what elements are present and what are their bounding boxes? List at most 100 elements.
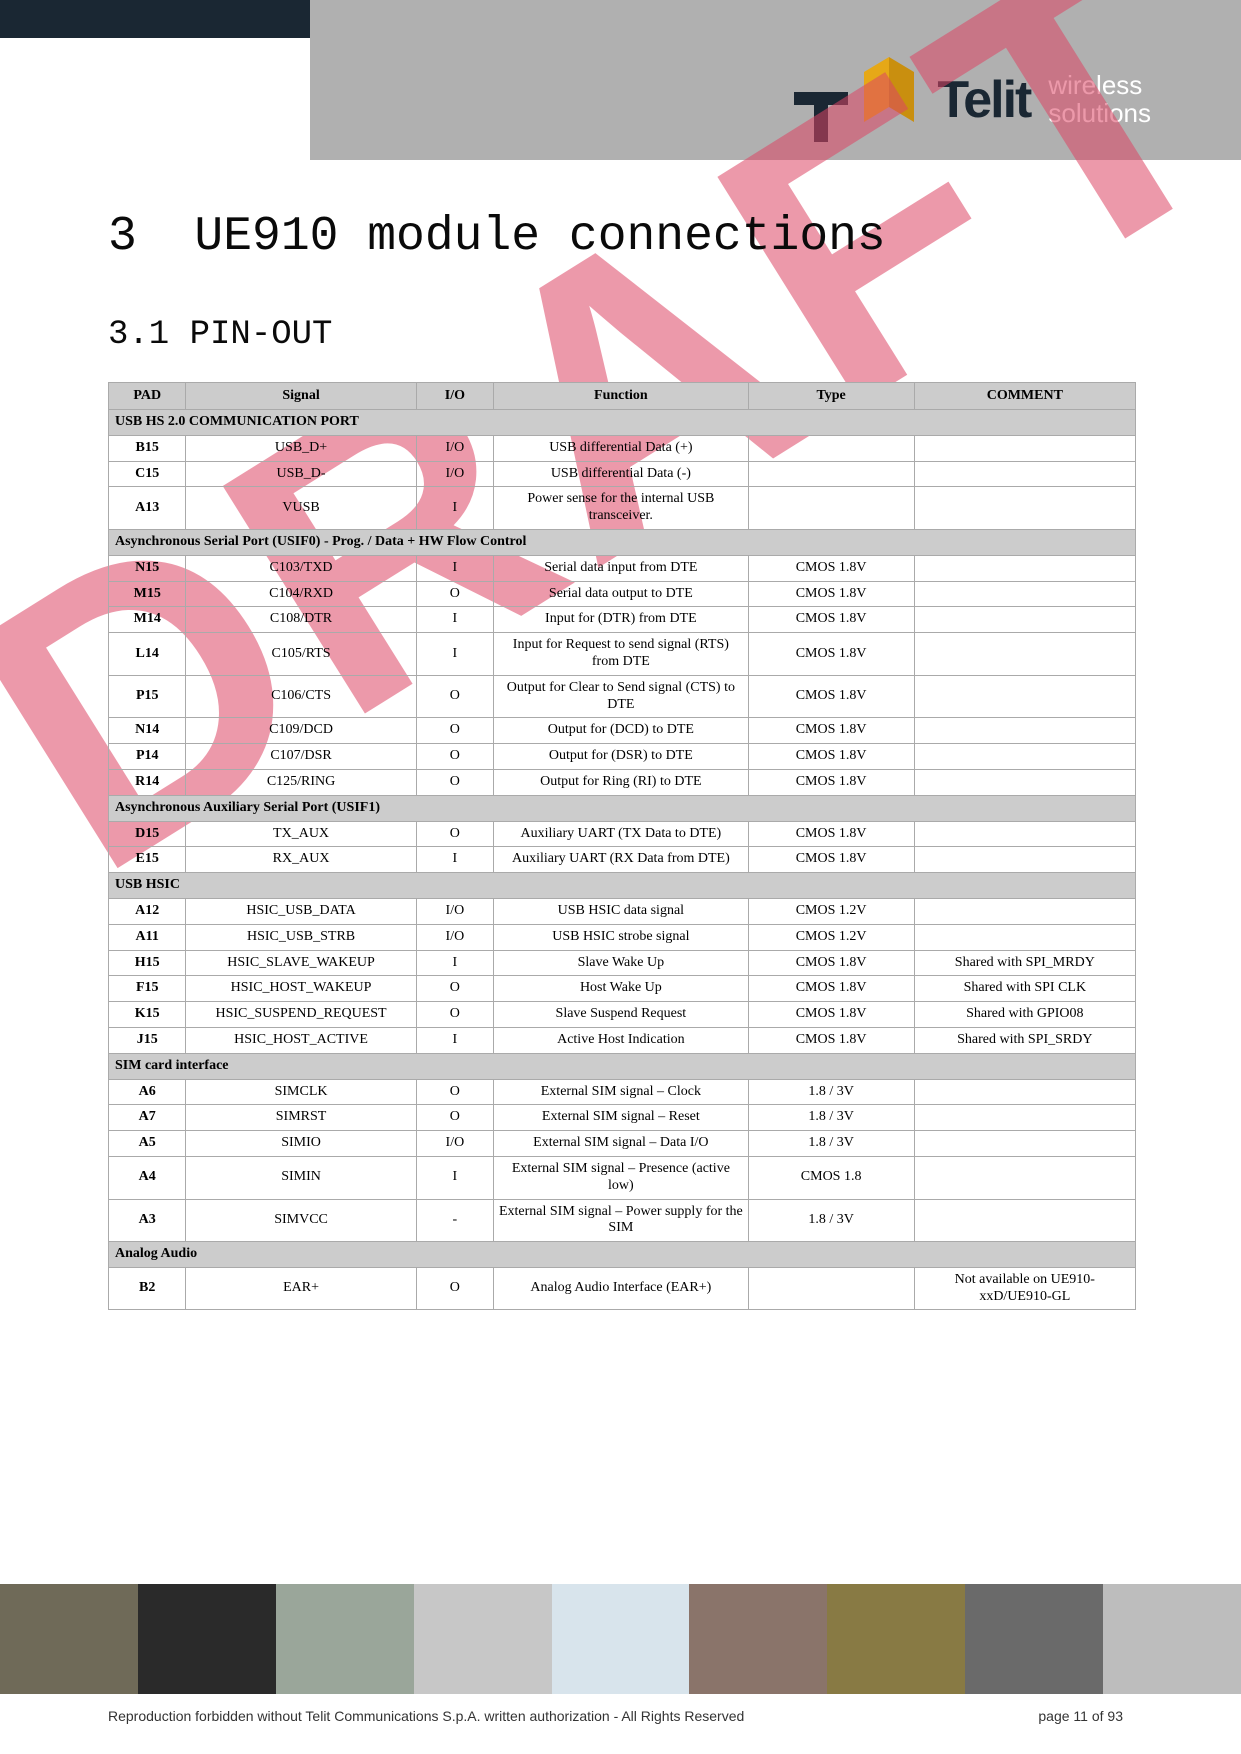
table-row: H15HSIC_SLAVE_WAKEUPISlave Wake UpCMOS 1… — [109, 950, 1136, 976]
footer-block — [827, 1584, 965, 1694]
section-title: 3 UE910 module connections — [108, 210, 1136, 264]
cell-function: Output for (DCD) to DTE — [494, 718, 749, 744]
cell-pad: M14 — [109, 607, 186, 633]
cell-pad: R14 — [109, 769, 186, 795]
table-row: P15C106/CTSOOutput for Clear to Send sig… — [109, 675, 1136, 718]
cell-type: CMOS 1.8V — [748, 555, 914, 581]
logo: Telit wireless solutions — [794, 52, 1151, 147]
cell-comment — [914, 435, 1135, 461]
cell-function: External SIM signal – Clock — [494, 1079, 749, 1105]
cell-signal: SIMIO — [186, 1131, 416, 1157]
table-row: A4SIMINIExternal SIM signal – Presence (… — [109, 1156, 1136, 1199]
cell-function: Output for Ring (RI) to DTE — [494, 769, 749, 795]
cell-io: O — [416, 1002, 493, 1028]
cell-pad: A11 — [109, 924, 186, 950]
section-row: Analog Audio — [109, 1242, 1136, 1268]
cell-pad: B2 — [109, 1267, 186, 1310]
cell-type: CMOS 1.2V — [748, 924, 914, 950]
table-row: B15USB_D+I/OUSB differential Data (+) — [109, 435, 1136, 461]
cell-type — [748, 1267, 914, 1310]
cell-comment: Shared with SPI CLK — [914, 976, 1135, 1002]
cell-function: USB differential Data (-) — [494, 461, 749, 487]
cell-signal: RX_AUX — [186, 847, 416, 873]
cell-io: - — [416, 1199, 493, 1242]
cell-signal: HSIC_USB_STRB — [186, 924, 416, 950]
cell-comment — [914, 1199, 1135, 1242]
cell-function: External SIM signal – Presence (active l… — [494, 1156, 749, 1199]
cell-signal: C106/CTS — [186, 675, 416, 718]
cell-type: CMOS 1.8V — [748, 718, 914, 744]
cell-signal: HSIC_SLAVE_WAKEUP — [186, 950, 416, 976]
subsection-title: 3.1 PIN-OUT — [108, 316, 1136, 354]
cell-signal: HSIC_HOST_ACTIVE — [186, 1027, 416, 1053]
cell-io: I — [416, 1027, 493, 1053]
cell-io: I/O — [416, 1131, 493, 1157]
cell-io: O — [416, 1105, 493, 1131]
table-row: B2EAR+OAnalog Audio Interface (EAR+)Not … — [109, 1267, 1136, 1310]
table-row: M14C108/DTRIInput for (DTR) from DTECMOS… — [109, 607, 1136, 633]
cell-pad: P15 — [109, 675, 186, 718]
cell-pad: A12 — [109, 898, 186, 924]
cell-signal: C125/RING — [186, 769, 416, 795]
cell-io: I — [416, 950, 493, 976]
cell-pad: L14 — [109, 633, 186, 676]
footer-image-strip — [0, 1584, 1241, 1694]
cell-signal: SIMCLK — [186, 1079, 416, 1105]
footer-block — [414, 1584, 552, 1694]
cell-pad: A13 — [109, 487, 186, 530]
footer-block — [276, 1584, 414, 1694]
cell-type: CMOS 1.8V — [748, 1002, 914, 1028]
table-row: A3SIMVCC-External SIM signal – Power sup… — [109, 1199, 1136, 1242]
cell-function: USB HSIC data signal — [494, 898, 749, 924]
cell-type: CMOS 1.8V — [748, 1027, 914, 1053]
cell-signal: USB_D+ — [186, 435, 416, 461]
subsection-number: 3.1 — [108, 316, 169, 354]
section-row: SIM card interface — [109, 1053, 1136, 1079]
table-row: R14C125/RINGOOutput for Ring (RI) to DTE… — [109, 769, 1136, 795]
pinout-table: PAD Signal I/O Function Type COMMENT USB… — [108, 382, 1136, 1310]
section-label: Asynchronous Serial Port (USIF0) - Prog.… — [109, 529, 1136, 555]
footer-page-number: page 11 of 93 — [1038, 1708, 1123, 1724]
cell-io: O — [416, 718, 493, 744]
cell-pad: J15 — [109, 1027, 186, 1053]
footer-block — [1103, 1584, 1241, 1694]
logo-tagline: wireless solutions — [1048, 72, 1151, 127]
cell-comment — [914, 1131, 1135, 1157]
footer-block — [552, 1584, 690, 1694]
cell-pad: P14 — [109, 744, 186, 770]
cell-io: I — [416, 607, 493, 633]
cell-comment: Shared with SPI_MRDY — [914, 950, 1135, 976]
section-row: USB HS 2.0 COMMUNICATION PORT — [109, 410, 1136, 436]
cell-comment — [914, 718, 1135, 744]
cell-pad: K15 — [109, 1002, 186, 1028]
footer-block — [689, 1584, 827, 1694]
footer-block — [0, 1584, 138, 1694]
cell-io: I — [416, 555, 493, 581]
footer-block — [965, 1584, 1103, 1694]
cell-io: I/O — [416, 435, 493, 461]
cell-signal: C109/DCD — [186, 718, 416, 744]
cell-signal: HSIC_USB_DATA — [186, 898, 416, 924]
cell-io: O — [416, 769, 493, 795]
cell-comment — [914, 744, 1135, 770]
logo-text: Telit — [937, 70, 1030, 130]
table-row: F15HSIC_HOST_WAKEUPOHost Wake UpCMOS 1.8… — [109, 976, 1136, 1002]
table-row: P14C107/DSROOutput for (DSR) to DTECMOS … — [109, 744, 1136, 770]
cell-io: O — [416, 1079, 493, 1105]
cell-signal: SIMVCC — [186, 1199, 416, 1242]
cell-pad: A7 — [109, 1105, 186, 1131]
cell-io: I/O — [416, 898, 493, 924]
cell-signal: USB_D- — [186, 461, 416, 487]
section-row: USB HSIC — [109, 873, 1136, 899]
cell-pad: A5 — [109, 1131, 186, 1157]
cell-function: External SIM signal – Data I/O — [494, 1131, 749, 1157]
cell-io: O — [416, 976, 493, 1002]
cell-signal: C103/TXD — [186, 555, 416, 581]
cell-type: 1.8 / 3V — [748, 1199, 914, 1242]
table-row: L14C105/RTSIInput for Request to send si… — [109, 633, 1136, 676]
cell-io: O — [416, 821, 493, 847]
cell-function: Input for (DTR) from DTE — [494, 607, 749, 633]
cell-function: Host Wake Up — [494, 976, 749, 1002]
cell-function: Auxiliary UART (TX Data to DTE) — [494, 821, 749, 847]
cell-signal: TX_AUX — [186, 821, 416, 847]
